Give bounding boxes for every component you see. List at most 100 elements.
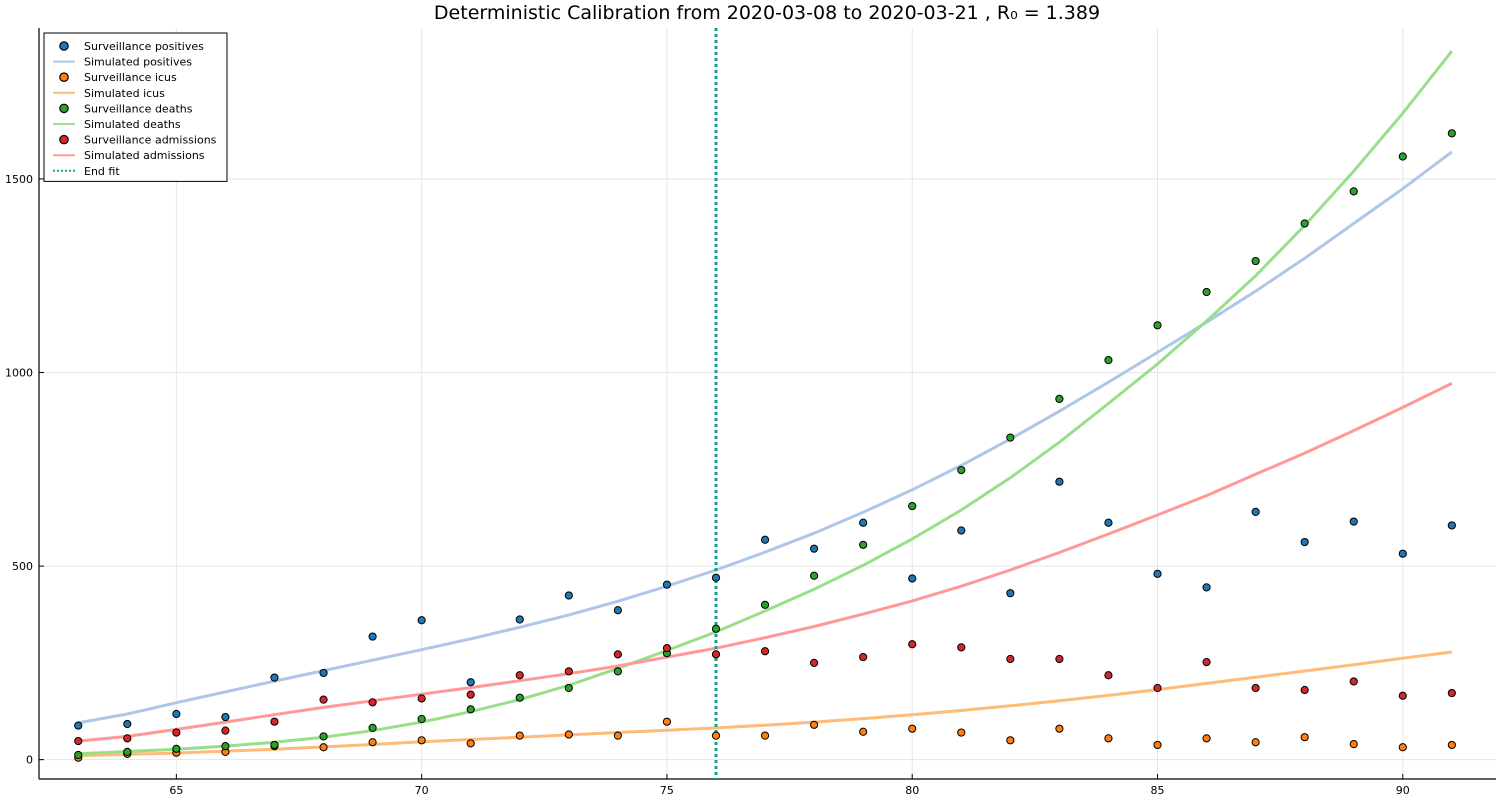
point-surveillance-positives: [270, 673, 279, 682]
point-surveillance-deaths: [1398, 152, 1407, 161]
point-surveillance-icus: [711, 731, 721, 740]
x-tick-label: 85: [1151, 784, 1165, 797]
point-surveillance-deaths: [957, 465, 966, 475]
point-surveillance-admissions: [319, 695, 328, 704]
point-surveillance-admissions: [711, 650, 721, 659]
point-surveillance-admissions: [564, 667, 573, 676]
legend-marker-surveillance-positives: [59, 41, 69, 51]
point-surveillance-positives: [711, 573, 721, 582]
point-surveillance-admissions: [1349, 677, 1358, 686]
legend-label-surveillance-positives: Surveillance positives: [84, 40, 204, 53]
point-surveillance-deaths: [613, 667, 622, 676]
point-surveillance-admissions: [1104, 671, 1113, 680]
point-surveillance-deaths: [1447, 129, 1456, 138]
x-tick-label: 65: [169, 784, 183, 797]
point-surveillance-positives: [859, 518, 868, 527]
point-surveillance-deaths: [564, 683, 573, 693]
point-surveillance-positives: [417, 616, 426, 625]
point-surveillance-admissions: [417, 694, 426, 703]
point-surveillance-icus: [760, 731, 770, 740]
point-surveillance-icus: [564, 730, 573, 739]
legend-label-simulated-admissions: Simulated admissions: [84, 149, 205, 162]
point-surveillance-admissions: [1251, 683, 1260, 693]
point-surveillance-icus: [662, 717, 672, 726]
point-surveillance-icus: [1104, 734, 1113, 743]
point-surveillance-admissions: [810, 658, 819, 667]
point-surveillance-positives: [368, 632, 377, 641]
point-surveillance-admissions: [859, 652, 868, 662]
point-surveillance-positives: [466, 678, 475, 687]
point-surveillance-deaths: [908, 501, 917, 511]
point-surveillance-deaths: [1104, 356, 1113, 365]
x-tick-label: 90: [1396, 784, 1410, 797]
point-surveillance-positives: [221, 712, 230, 722]
point-surveillance-deaths: [760, 600, 770, 609]
chart-title: Deterministic Calibration from 2020-03-0…: [434, 2, 1100, 24]
legend-label-surveillance-deaths: Surveillance deaths: [84, 102, 193, 115]
point-surveillance-positives: [908, 574, 917, 583]
point-surveillance-admissions: [1398, 691, 1407, 700]
point-surveillance-admissions: [1153, 683, 1162, 693]
point-surveillance-admissions: [368, 698, 377, 707]
legend-marker-surveillance-admissions: [59, 134, 69, 145]
point-surveillance-admissions: [221, 726, 230, 735]
point-surveillance-positives: [172, 709, 181, 719]
point-surveillance-deaths: [319, 732, 328, 741]
point-surveillance-icus: [1398, 743, 1407, 752]
point-surveillance-positives: [319, 668, 328, 678]
point-surveillance-icus: [957, 728, 966, 737]
point-surveillance-positives: [1104, 518, 1113, 527]
point-surveillance-deaths: [1153, 321, 1162, 330]
point-surveillance-icus: [466, 739, 475, 748]
legend-label-surveillance-admissions: Surveillance admissions: [84, 134, 217, 147]
point-surveillance-admissions: [1055, 654, 1064, 664]
y-tick-label: 0: [26, 754, 33, 767]
point-surveillance-deaths: [810, 571, 819, 580]
y-tick-label: 1500: [5, 173, 33, 186]
point-surveillance-positives: [74, 721, 83, 730]
plot-area: [74, 28, 1456, 779]
series-line-simulated-admissions: [78, 382, 1453, 743]
point-surveillance-positives: [1300, 537, 1309, 547]
point-surveillance-deaths: [1006, 433, 1015, 442]
y-tick-label: 1000: [5, 367, 33, 380]
point-surveillance-icus: [810, 720, 819, 729]
point-surveillance-icus: [1447, 740, 1456, 750]
legend-marker-surveillance-icus: [59, 72, 69, 82]
point-surveillance-positives: [1153, 569, 1162, 578]
point-surveillance-deaths: [1202, 287, 1211, 297]
point-surveillance-positives: [564, 591, 573, 600]
point-surveillance-icus: [859, 727, 868, 736]
point-surveillance-icus: [613, 731, 622, 740]
legend-label-simulated-positives: Simulated positives: [84, 56, 192, 69]
point-surveillance-positives: [1202, 583, 1211, 592]
point-surveillance-admissions: [957, 643, 966, 652]
point-surveillance-icus: [1202, 734, 1211, 743]
point-surveillance-positives: [613, 606, 622, 615]
point-surveillance-positives: [515, 615, 524, 624]
point-surveillance-positives: [1349, 517, 1358, 526]
point-surveillance-icus: [1349, 740, 1358, 749]
point-surveillance-icus: [319, 743, 328, 752]
point-surveillance-icus: [515, 731, 524, 740]
point-surveillance-positives: [1398, 549, 1407, 558]
point-surveillance-admissions: [515, 671, 524, 680]
point-surveillance-icus: [368, 738, 377, 747]
point-surveillance-deaths: [1300, 219, 1309, 228]
point-surveillance-admissions: [172, 728, 181, 737]
point-surveillance-admissions: [1006, 654, 1015, 664]
axes: [38, 28, 1496, 780]
point-surveillance-deaths: [1349, 187, 1358, 196]
point-surveillance-icus: [1006, 736, 1015, 745]
point-surveillance-deaths: [466, 705, 475, 714]
point-surveillance-admissions: [270, 717, 279, 726]
legend: Surveillance positives Simulated positive…: [43, 32, 228, 182]
legend-label-simulated-icus: Simulated icus: [84, 87, 165, 100]
point-surveillance-deaths: [368, 723, 377, 733]
point-surveillance-positives: [1251, 507, 1260, 516]
point-surveillance-admissions: [74, 736, 83, 746]
point-surveillance-deaths: [74, 750, 83, 760]
series-line-simulated-positives: [77, 150, 1453, 725]
legend-marker-surveillance-deaths: [59, 103, 69, 114]
